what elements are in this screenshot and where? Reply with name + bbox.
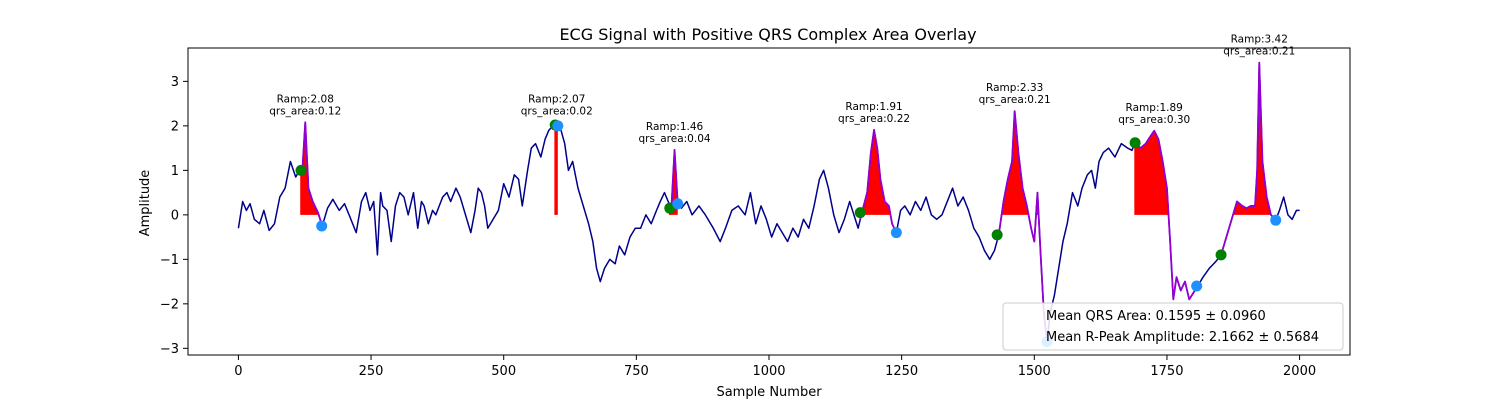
qrs-ramp-label: Ramp:1.46	[646, 121, 704, 133]
legend: Mean QRS Area: 0.1595 ± 0.0960 Mean R-Pe…	[1003, 303, 1343, 350]
x-tick-label: 1750	[1150, 364, 1183, 379]
qrs-ramp-label: Ramp:2.33	[986, 82, 1043, 94]
x-tick-label: 0	[234, 364, 242, 379]
y-tick-label: 0	[171, 208, 179, 223]
x-tick-label: 1000	[752, 364, 785, 379]
x-tick-label: 500	[491, 364, 516, 379]
qrs-area-label: qrs_area:0.12	[269, 105, 341, 117]
chart-title: ECG Signal with Positive QRS Complex Are…	[559, 25, 976, 44]
qrs-offset-marker	[552, 120, 563, 131]
y-tick-label: 1	[171, 164, 179, 179]
qrs-onset-marker	[296, 165, 307, 176]
y-tick-label: −1	[160, 253, 179, 268]
legend-entry-mean-qrs-area: Mean QRS Area: 0.1595 ± 0.0960	[1046, 309, 1266, 324]
y-tick-label: −2	[160, 297, 179, 312]
qrs-ramp-label: Ramp:2.07	[528, 94, 585, 106]
qrs-onset-marker	[992, 229, 1003, 240]
x-tick-label: 1250	[885, 364, 918, 379]
qrs-offset-marker	[891, 227, 902, 238]
qrs-ramp-label: Ramp:2.08	[277, 93, 334, 105]
x-axis-label: Sample Number	[716, 385, 822, 400]
qrs-offset-marker	[672, 198, 683, 209]
qrs-offset-marker	[1270, 215, 1281, 226]
qrs-ramp-label: Ramp:3.42	[1231, 34, 1288, 46]
x-tick-label: 750	[624, 364, 649, 379]
qrs-area-label: qrs_area:0.22	[838, 113, 910, 125]
qrs-area-label: qrs_area:0.21	[979, 94, 1051, 106]
qrs-ramp-label: Ramp:1.89	[1126, 102, 1183, 114]
qrs-area-label: qrs_area:0.30	[1118, 114, 1190, 126]
y-tick-label: −3	[160, 342, 179, 357]
qrs-area-label: qrs_area:0.21	[1223, 46, 1295, 58]
qrs-onset-marker	[855, 207, 866, 218]
qrs-onset-marker	[1216, 249, 1227, 260]
y-tick-label: 3	[171, 75, 179, 90]
qrs-ramp-label: Ramp:1.91	[845, 101, 902, 113]
qrs-area-label: qrs_area:0.02	[521, 106, 593, 118]
y-axis-label: Amplitude	[138, 170, 153, 237]
x-tick-label: 2000	[1283, 364, 1316, 379]
qrs-offset-marker	[316, 220, 327, 231]
qrs-onset-marker	[1130, 137, 1141, 148]
legend-entry-mean-r-peak: Mean R-Peak Amplitude: 2.1662 ± 0.5684	[1046, 330, 1319, 345]
y-tick-label: 2	[171, 119, 179, 134]
x-tick-label: 1500	[1018, 364, 1051, 379]
qrs-area-label: qrs_area:0.04	[639, 133, 711, 145]
qrs-offset-marker	[1191, 281, 1202, 292]
x-tick-label: 250	[359, 364, 384, 379]
